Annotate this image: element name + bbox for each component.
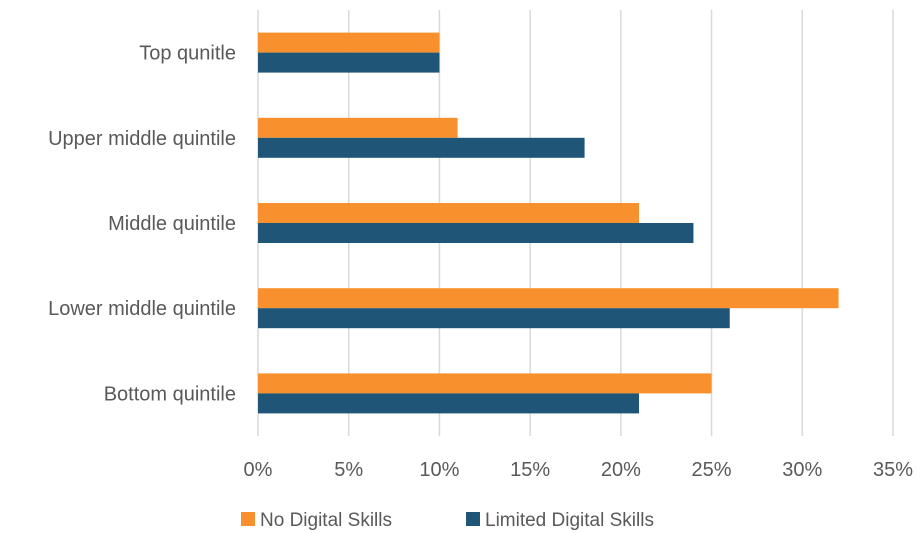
legend-swatch-1 [466,512,480,526]
x-tick-label-2: 10% [419,459,459,481]
legend-item-limited-digital-skills: Limited Digital Skills [466,510,654,531]
bar-limited-digital-skills-1 [258,137,585,158]
category-label-0: Top qunitle [139,43,236,65]
bar-no-digital-skills-0 [258,32,440,53]
legend-label-1: Limited Digital Skills [485,510,654,531]
legend-item-no-digital-skills: No Digital Skills [241,510,392,531]
x-tick-label-7: 35% [873,459,913,481]
x-tick-label-5: 25% [692,459,732,481]
category-label-2: Middle quintile [108,213,236,235]
x-tick-label-1: 5% [334,459,363,481]
category-label-1: Upper middle quintile [48,128,236,150]
bar-limited-digital-skills-2 [258,223,694,243]
bar-no-digital-skills-2 [258,203,639,223]
legend: No Digital Skills Limited Digital Skills [241,510,654,531]
legend-swatch-0 [241,512,255,526]
bars [258,32,839,414]
bar-no-digital-skills-1 [258,117,458,138]
x-tick-label-0: 0% [244,459,273,481]
category-labels: Top qunitle Upper middle quintile Middle q… [48,43,236,406]
x-tick-labels: 0% 5% 10% 15% 20% 25% 30% 35% [244,459,914,481]
bar-limited-digital-skills-0 [258,52,440,73]
x-tick-label-6: 30% [782,459,822,481]
bar-no-digital-skills-3 [258,288,839,309]
category-label-3: Lower middle quintile [48,298,236,320]
bar-limited-digital-skills-4 [258,393,639,414]
x-tick-label-4: 20% [601,459,641,481]
legend-label-0: No Digital Skills [260,510,392,531]
bar-no-digital-skills-4 [258,373,712,394]
category-label-4: Bottom quintile [104,383,236,405]
bar-limited-digital-skills-3 [258,308,730,329]
x-tick-label-3: 15% [510,459,550,481]
